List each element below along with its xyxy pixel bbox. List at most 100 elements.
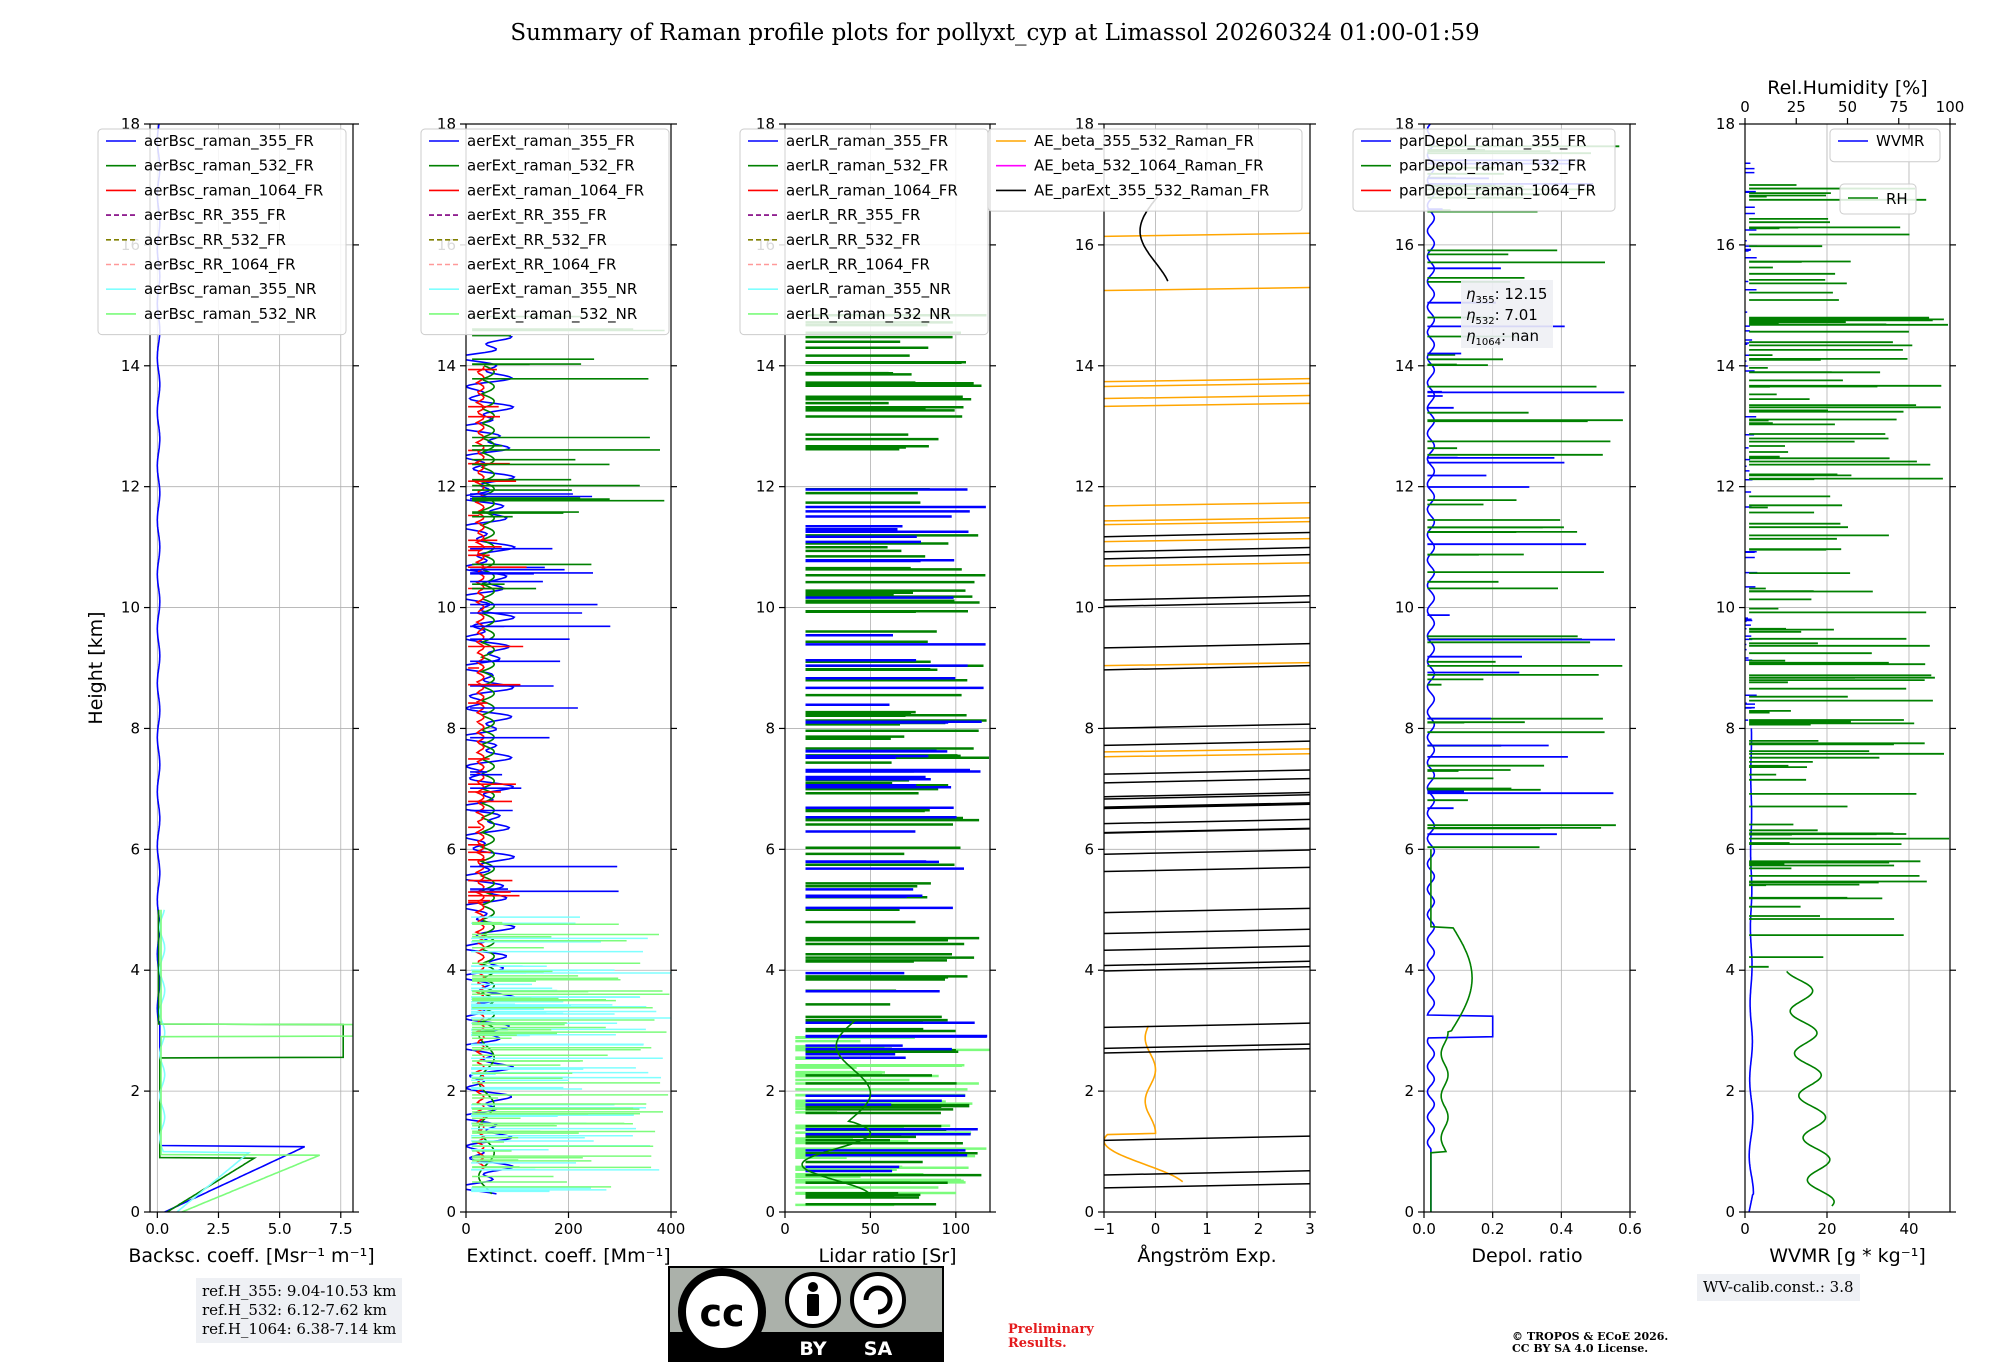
x-axis-label: WVMR [g * kg⁻¹] [1769,1245,1926,1267]
series-lr-355 [805,488,988,1173]
ytick-label: 6 [130,840,140,858]
series-rh [1749,184,1950,968]
series-ae-parext-seg [1104,794,1310,800]
ytick-label: 4 [1084,961,1094,979]
ytick-label: 14 [1395,357,1414,375]
xtick-label: 7.5 [329,1220,353,1238]
series-ae-parext-seg [1104,1022,1310,1029]
spikes-wvmr [1745,162,1758,721]
ytick-label: 2 [130,1082,140,1100]
wv-calib-const: WV-calib.const.: 3.8 [1703,1278,1854,1296]
series-ae-parext-seg [1104,828,1310,834]
legend-entry: parDepol_raman_355_FR [1399,132,1586,151]
top-xtick-label: 100 [1936,98,1965,116]
ytick-label: 0 [765,1203,775,1221]
series-lr-532-nr [795,1036,990,1207]
legend-box [420,128,670,336]
svg-text:cc: cc [699,1291,744,1335]
x-axis-label: Backsc. coeff. [Msr⁻¹ m⁻¹] [128,1245,374,1267]
series-ae-parext-seg [1104,595,1310,601]
ytick-label: 4 [446,961,456,979]
ytick-label: 10 [1395,599,1414,617]
panel-ext: 0246810121416180200400Extinct. coeff. [M… [420,115,685,1267]
ytick-label: 4 [130,961,140,979]
series-ae-parext-seg [1104,546,1310,553]
ytick-label: 0 [446,1203,456,1221]
data-layer [1745,162,1950,1212]
series-ae-parext-seg [1104,664,1310,671]
ytick-label: 12 [121,478,140,496]
legend-entry: parDepol_raman_532_FR [1399,157,1586,176]
legend-box [97,128,347,336]
ytick-label: 18 [1716,115,1735,133]
legend-entry: aerBsc_raman_355_FR [144,132,314,151]
ytick-label: 12 [1395,478,1414,496]
ytick-label: 10 [121,599,140,617]
series-wvmr [1748,728,1755,1212]
legend2-entry: RH [1886,190,1908,208]
ytick-label: 14 [1075,357,1094,375]
ytick-label: 8 [130,719,140,737]
series-ae-parext-seg [1104,928,1310,935]
series-ae-parext-seg [1104,553,1310,560]
ytick-label: 6 [1084,840,1094,858]
axes-frame [784,123,991,1213]
xtick-label: 2.5 [207,1220,231,1238]
data-layer [1426,124,1625,1212]
series-ae-beta-355-532-seg [1104,382,1310,388]
xtick-label: 0 [1151,1220,1161,1238]
cc-by-label: BY [799,1338,826,1360]
series-ae-beta-355-532-seg [1104,517,1310,522]
series-ae-parext-seg [1104,960,1310,967]
reference-height-box: ref.H_355: 9.04-10.53 km ref.H_532: 6.12… [196,1278,403,1343]
legend-entry: aerExt_RR_532_FR [467,231,607,250]
ytick-label: 14 [756,357,775,375]
series-ae-parext-seg [1104,1047,1310,1054]
legend-entry: aerExt_RR_355_FR [467,206,607,225]
series-ae-beta-355-532-seg [1104,537,1310,543]
top-xtick-label: 50 [1838,98,1857,116]
legend-box [987,128,1303,212]
legend-entry: aerLR_RR_532_FR [786,231,920,250]
ytick-label: 6 [765,840,775,858]
series-ae-parext-seg [1104,1170,1310,1176]
xtick-label: 2 [1254,1220,1264,1238]
cc-sa-label: SA [864,1338,893,1360]
x-axis-label: Ångström Exp. [1137,1244,1276,1267]
ytick-label: 10 [756,599,775,617]
ytick-label: 8 [1084,719,1094,737]
ytick-label: 6 [446,840,456,858]
eta-532: η532: 7.01 [1466,306,1538,327]
series-ae-parext-seg [1104,723,1310,730]
axes-frame [1744,123,1951,1213]
legend-entry: parDepol_raman_1064_FR [1399,181,1596,200]
series-ae-parext-seg [1104,601,1310,608]
ytick-label: 8 [1404,719,1414,737]
legend: aerBsc_raman_355_FR aerBsc_raman_532_FRae… [97,128,347,336]
y-axis-label: Height [km] [85,611,107,724]
legend-entry: aerExt_raman_532_FR [467,157,635,176]
legend-entry: aerLR_raman_532_NR [786,305,951,324]
series-ae-parext-seg [1104,531,1310,538]
refh-532: ref.H_532: 6.12-7.62 km [202,1301,387,1319]
xtick-label: 0.4 [1549,1220,1573,1238]
axes-frame [1423,123,1631,1213]
legend: WVMR RH [1829,128,1941,215]
spikes-dep-355 [1427,159,1625,836]
series-ae-parext-seg [1104,1182,1310,1189]
xtick-label: 0 [461,1220,471,1238]
legend-entry: AE_parExt_355_532_Raman_FR [1034,181,1269,200]
series-bsc-532 [157,909,344,1212]
legend-entry: aerExt_raman_355_FR [467,132,635,151]
eta-355: η355: 12.15 [1466,285,1547,306]
legend-entry: aerBsc_RR_355_FR [144,206,286,225]
legend-entry: aerBsc_RR_532_FR [144,231,286,250]
xtick-label: 0 [780,1220,790,1238]
legend: parDepol_raman_355_FR parDepol_raman_532_… [1352,128,1616,212]
series-ae-beta-355-532-seg [1104,562,1310,567]
prelim-line-1: Preliminary [1008,1322,1094,1337]
data-layer [466,315,671,1195]
xtick-label: 0.0 [1412,1220,1436,1238]
